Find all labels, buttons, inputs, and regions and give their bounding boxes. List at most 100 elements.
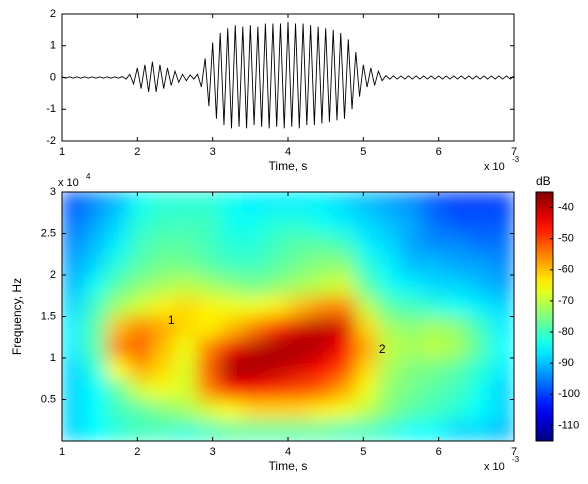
heat-cell xyxy=(151,233,176,255)
heat-cell xyxy=(287,295,312,317)
heat-cell xyxy=(468,419,492,441)
heat-cell xyxy=(129,192,153,214)
heat-cell xyxy=(129,399,153,421)
heat-cell xyxy=(332,316,357,338)
heat-cell xyxy=(197,192,221,214)
heat-cell xyxy=(84,336,108,359)
heat-cell xyxy=(62,336,86,359)
heat-cell xyxy=(264,399,289,421)
heat-cell xyxy=(151,378,176,400)
heat-cell xyxy=(129,316,153,338)
heat-cell xyxy=(310,192,334,214)
heat-cell xyxy=(490,316,514,338)
heat-cell xyxy=(468,357,492,380)
heat-cell xyxy=(332,378,357,400)
heat-cell xyxy=(151,357,176,380)
heat-cell xyxy=(106,357,131,380)
heat-cell xyxy=(174,378,199,400)
heat-cell xyxy=(355,316,379,338)
heat-cell xyxy=(445,253,470,276)
heat-cell xyxy=(400,192,425,214)
heat-cell xyxy=(84,233,108,255)
x-tick-label: 5 xyxy=(360,446,366,458)
heat-cell xyxy=(490,233,514,255)
heat-cell xyxy=(264,274,289,297)
x-tick-label: 6 xyxy=(436,446,442,458)
heat-cell xyxy=(219,336,244,359)
heat-cell xyxy=(129,336,153,359)
heat-cell xyxy=(423,274,447,297)
x-tick-label: 2 xyxy=(134,446,140,458)
heat-cell xyxy=(490,357,514,380)
heat-cell xyxy=(174,419,199,441)
x-tick-label: 1 xyxy=(59,446,65,458)
heat-cell xyxy=(355,192,379,214)
x-tick-label: 3 xyxy=(210,146,216,158)
heat-cell xyxy=(400,357,425,380)
heat-cell xyxy=(332,357,357,380)
heat-cell xyxy=(423,357,447,380)
heat-cell xyxy=(355,253,379,276)
heat-cell xyxy=(423,233,447,255)
heat-cell xyxy=(287,357,312,380)
heat-cell xyxy=(84,192,108,214)
heat-cell xyxy=(219,212,244,234)
waveform xyxy=(61,21,515,129)
heat-cell xyxy=(174,253,199,276)
heat-cell xyxy=(468,253,492,276)
heat-cell xyxy=(400,274,425,297)
heat-cell xyxy=(468,233,492,255)
heat-cell xyxy=(287,274,312,297)
heat-cell xyxy=(84,357,108,380)
colorbar-tick-label: -50 xyxy=(558,233,574,245)
heat-cell xyxy=(174,212,199,234)
heat-cell xyxy=(242,419,266,441)
x-tick-label: 4 xyxy=(285,146,291,158)
heat-cell xyxy=(310,233,334,255)
heat-cell xyxy=(400,419,425,441)
heat-cell xyxy=(332,399,357,421)
heat-cell xyxy=(490,192,514,214)
heat-cell xyxy=(445,233,470,255)
heat-cell xyxy=(310,274,334,297)
heat-cell xyxy=(377,336,402,359)
heat-cell xyxy=(106,274,131,297)
heat-cell xyxy=(332,233,357,255)
y-tick-label: 0.5 xyxy=(41,393,56,405)
heat-cell xyxy=(242,378,266,400)
y-tick-label: 2.5 xyxy=(41,227,56,239)
heat-cell xyxy=(106,316,131,338)
heat-cell xyxy=(197,233,221,255)
heat-cell xyxy=(197,274,221,297)
heat-cell xyxy=(242,295,266,317)
y-tick-label: 2 xyxy=(50,8,56,20)
heat-cell xyxy=(377,274,402,297)
heat-cell xyxy=(106,253,131,276)
heat-cell xyxy=(400,233,425,255)
x-exponent-power: -3 xyxy=(512,155,520,164)
x-exponent-power: -3 xyxy=(512,455,520,464)
heat-cell xyxy=(219,192,244,214)
heat-cell xyxy=(377,192,402,214)
x-tick-label: 3 xyxy=(210,446,216,458)
heat-cell xyxy=(287,212,312,234)
heat-cell xyxy=(377,378,402,400)
heat-cell xyxy=(310,399,334,421)
heat-cell xyxy=(62,253,86,276)
colorbar-tick-label: -70 xyxy=(558,295,574,307)
heat-cell xyxy=(242,233,266,255)
heat-cell xyxy=(445,399,470,421)
y-tick-label: -2 xyxy=(46,135,56,147)
heat-cell xyxy=(423,336,447,359)
heat-cell xyxy=(310,295,334,317)
heat-cell xyxy=(62,419,86,441)
heat-cell xyxy=(197,212,221,234)
heat-cell xyxy=(468,295,492,317)
heat-cell xyxy=(264,378,289,400)
heat-cell xyxy=(468,336,492,359)
heat-cell xyxy=(423,399,447,421)
heat-cell xyxy=(242,274,266,297)
heat-cell xyxy=(106,378,131,400)
heat-cell xyxy=(377,399,402,421)
y-tick-label: 1 xyxy=(50,352,56,364)
